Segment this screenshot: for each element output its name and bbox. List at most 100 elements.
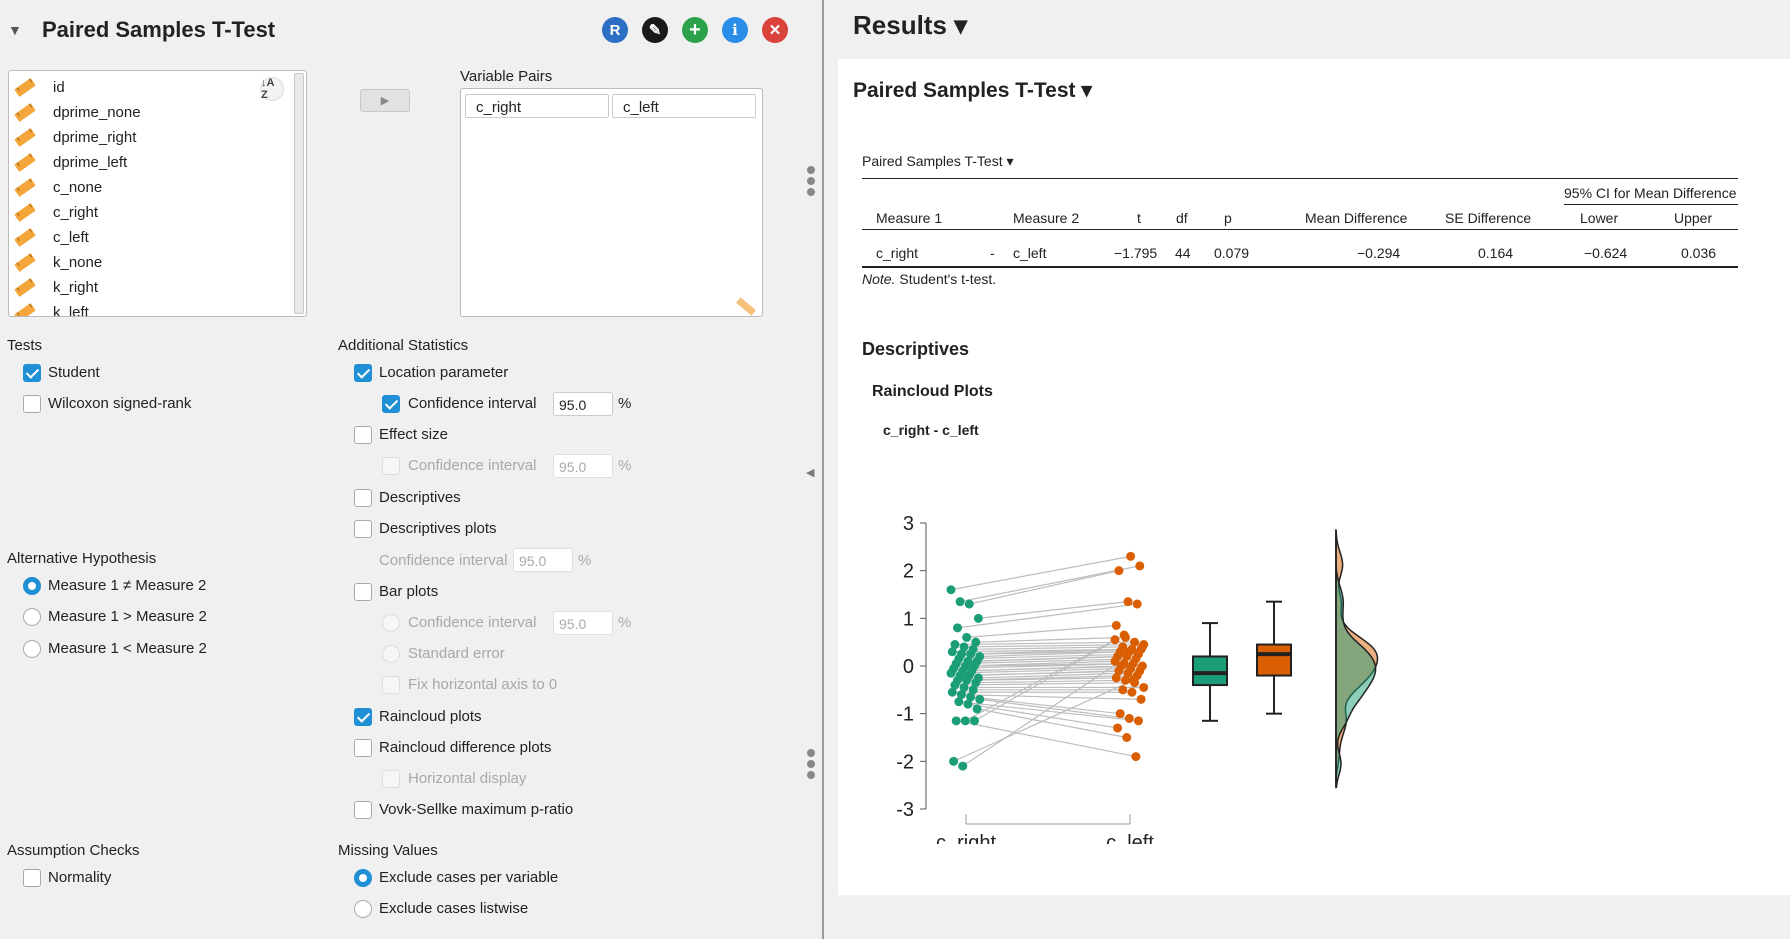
drag-handle-icon[interactable] [807,166,815,199]
location-parameter-checkbox[interactable] [354,364,372,382]
variable-item[interactable]: dprime_left [14,151,127,173]
descriptives-title[interactable]: Descriptives [862,339,970,359]
vovk-sellke-checkbox[interactable] [354,801,372,819]
raincloud-plot: 3 2 1 0 -1 -2 -3 c_right c_left [896,513,1379,844]
student-checkbox[interactable] [23,364,41,382]
results-title[interactable]: Results ▾ [853,10,968,40]
c-right-point [963,699,973,709]
c-left-point [1131,752,1141,762]
c-right-point [956,690,966,700]
variable-item[interactable]: dprime_none [14,101,141,123]
standard-error-radio[interactable] [382,645,400,663]
analysis-result-title[interactable]: Paired Samples T-Test ▾ [853,79,1092,102]
normality-checkbox[interactable] [23,869,41,887]
duplicate-analysis-button[interactable]: + [682,17,708,43]
variable-item[interactable]: id [14,76,65,98]
horizontal-display-checkbox[interactable] [382,770,400,788]
pair-first-variable[interactable]: c_right [465,94,609,118]
variable-item[interactable]: dprime_right [14,126,136,148]
variable-item[interactable]: c_left [14,226,89,248]
drag-handle-icon[interactable] [807,749,815,782]
variable-item[interactable]: k_right [14,276,98,298]
descriptives-checkbox[interactable] [354,489,372,507]
descriptives-plots-ci-input[interactable]: 95.0 [513,548,573,572]
c-left-point [1130,637,1140,647]
location-ci-input[interactable]: 95.0 [553,392,613,416]
ci-group-header: 95% CI for Mean Difference [1564,185,1737,201]
c-left-point [1133,716,1143,726]
row-measure1: c_right [876,245,919,261]
collapse-arrow-icon[interactable]: ▼ [8,22,22,38]
descriptives-plots-checkbox[interactable] [354,520,372,538]
exclude-listwise-radio[interactable] [354,900,372,918]
wilcoxon-label: Wilcoxon signed-rank [48,395,192,412]
vovk-sellke-label: Vovk-Sellke maximum p-ratio [379,801,574,818]
wilcoxon-checkbox[interactable] [23,395,41,413]
pair-line [979,698,1130,720]
col-lower: Lower [1580,210,1619,226]
note-label: Note. [862,271,896,287]
edit-title-button[interactable]: ✎ [642,17,668,43]
effect-size-ci-input[interactable]: 95.0 [553,454,613,478]
pair-line [957,603,1138,629]
bar-plots-ci-radio[interactable] [382,614,400,632]
pair-line [956,720,1136,758]
exclude-listwise-label: Exclude cases listwise [379,900,529,917]
variable-list-scrollbar[interactable] [294,73,304,314]
raincloud-plots-label: Raincloud plots [379,708,482,725]
variable-name: k_left [53,303,89,317]
location-parameter-label: Location parameter [379,364,509,381]
row-df: 44 [1175,245,1191,261]
alt-two-sided-radio[interactable] [23,577,41,595]
raincloud-title[interactable]: Raincloud Plots [872,383,993,400]
c-right-point [958,761,968,771]
row-t: −1.795 [1114,245,1158,261]
c-left-point [1113,723,1123,733]
exclude-per-variable-radio[interactable] [354,869,372,887]
note-text: Student's t-test. [895,271,997,287]
normality-label: Normality [48,869,112,886]
move-variable-button[interactable]: ▶ [360,89,410,112]
r-syntax-button[interactable]: R [602,17,628,43]
pair-line [954,682,1135,686]
raincloud-diff-checkbox[interactable] [354,739,372,757]
location-ci-checkbox[interactable] [382,395,400,413]
x-tick-label: c_right [936,832,996,844]
scale-variable-icon [14,127,36,147]
scale-variable-icon [14,227,36,247]
pair-line [964,643,1144,648]
variable-item[interactable]: k_left [14,301,89,317]
fix-axis-checkbox[interactable] [382,676,400,694]
pair-second-variable[interactable]: c_left [612,94,756,118]
add-icon: + [689,18,701,41]
alt-less-radio[interactable] [23,640,41,658]
effect-size-checkbox[interactable] [354,426,372,444]
c-left-point [1136,694,1146,704]
c-right-point [953,623,963,633]
scale-variable-icon [14,77,36,97]
close-analysis-button[interactable]: ✕ [762,17,788,43]
boxplot-box [1256,643,1292,677]
variable-list[interactable]: id dprime_none dprime_right dprime_left c_no… [8,70,307,317]
variable-item[interactable]: k_none [14,251,102,273]
alt-less-label: Measure 1 < Measure 2 [48,640,207,657]
panel-splitter[interactable]: ◀ [798,0,826,939]
col-upper: Upper [1674,210,1713,226]
collapse-left-icon[interactable]: ◀ [806,467,815,479]
bar-plots-checkbox[interactable] [354,583,372,601]
analysis-header[interactable]: ▼ Paired Samples T-Test [8,14,275,46]
variable-pairs-box[interactable]: c_right c_left [460,88,763,317]
sort-icon[interactable]: ↓A Z [260,77,284,101]
variable-name: c_right [53,203,99,221]
y-tick-label: 0 [903,656,914,678]
table-title[interactable]: Paired Samples T-Test ▾ [862,153,1014,169]
effect-size-ci-checkbox[interactable] [382,457,400,475]
variable-item[interactable]: c_right [14,201,99,223]
alt-greater-radio[interactable] [23,608,41,626]
info-button[interactable]: i [722,17,748,43]
c-left-point [1118,685,1128,695]
raincloud-plots-checkbox[interactable] [354,708,372,726]
variable-item[interactable]: c_none [14,176,102,198]
bar-plots-ci-input[interactable]: 95.0 [553,611,613,635]
col-p: p [1224,210,1232,226]
